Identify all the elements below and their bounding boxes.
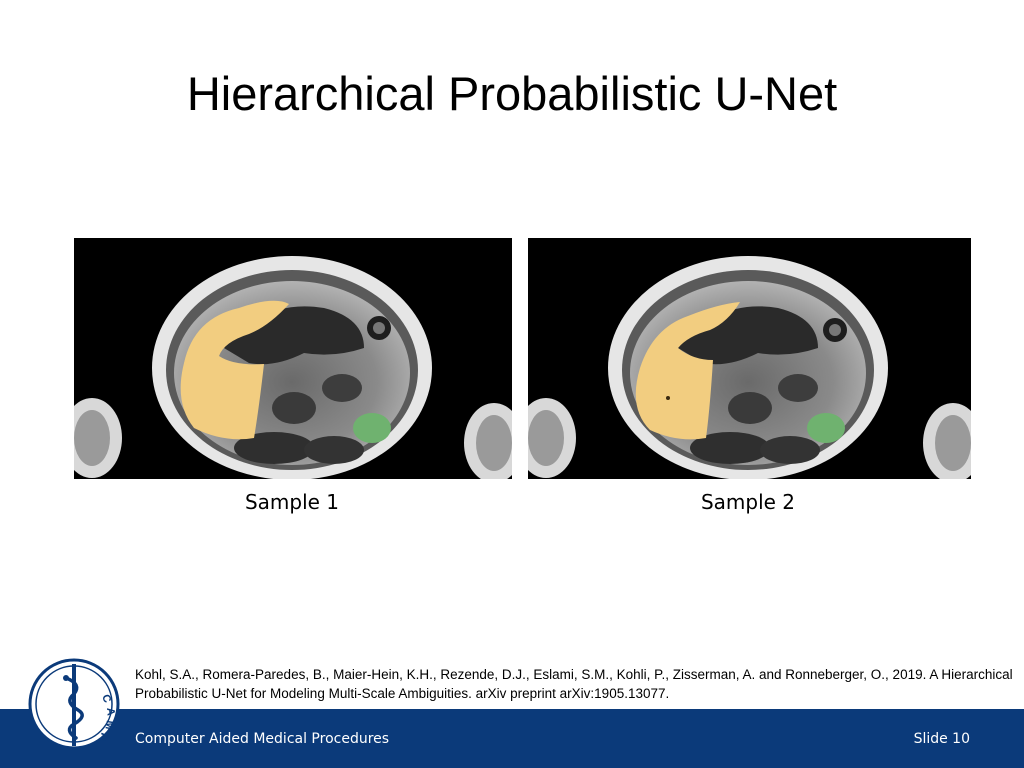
camp-logo-letter-a: A [104, 707, 117, 716]
mri-image-sample-2 [528, 238, 971, 479]
sample-1-caption: Sample 1 [244, 490, 340, 514]
footer-bar [0, 709, 1024, 768]
mri-scan-sample-1-graphic [74, 238, 512, 479]
camp-logo-letter-m: M [102, 719, 115, 730]
camp-logo-letter-p: P [96, 731, 110, 743]
slide-number: Slide 10 [913, 731, 970, 747]
citation-reference: Kohl, S.A., Romera-Paredes, B., Maier-He… [135, 667, 1013, 701]
camp-logo: C A M P [18, 648, 130, 760]
footer-organization: Computer Aided Medical Procedures [135, 731, 390, 747]
mri-image-sample-1 [74, 238, 512, 479]
caduceus-icon: C A M P [28, 658, 120, 750]
camp-logo-letter-c: C [99, 693, 113, 705]
mri-scan-sample-2-graphic [528, 238, 971, 479]
slide-title: Hierarchical Probabilistic U-Net [186, 67, 838, 120]
sample-2-caption: Sample 2 [700, 490, 796, 514]
